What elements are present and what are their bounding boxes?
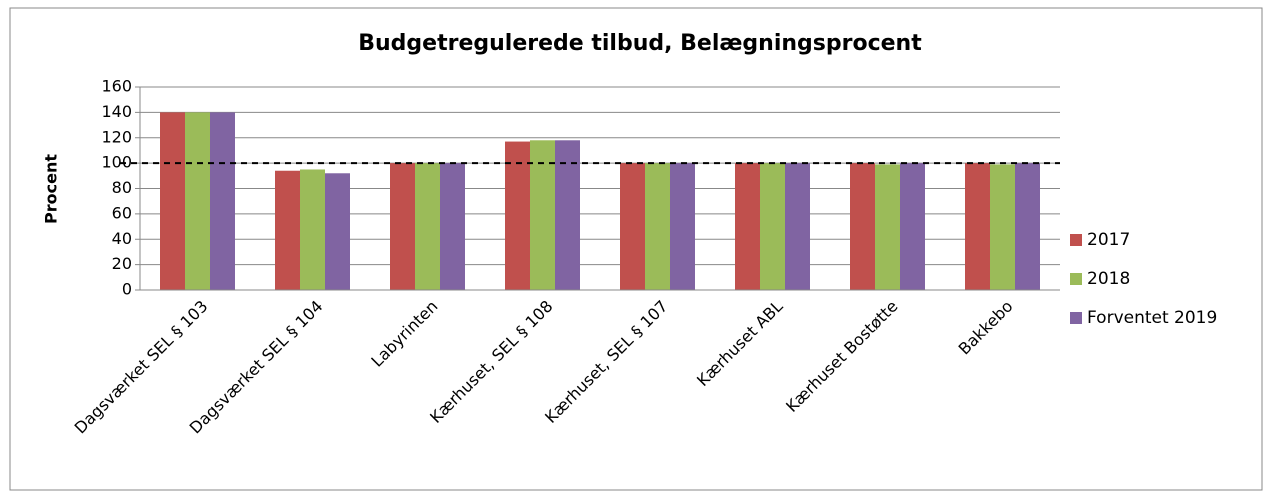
bar [645, 163, 670, 290]
y-tick-label: 60 [112, 203, 132, 222]
y-tick-label: 20 [112, 254, 132, 273]
bar [735, 163, 760, 290]
y-tick-label: 80 [112, 178, 132, 197]
legend-label: 2018 [1087, 269, 1130, 289]
bar [325, 173, 350, 290]
bar [185, 112, 210, 290]
y-tick-label: 120 [101, 127, 132, 146]
bar [160, 112, 185, 290]
legend-label: Forventet 2019 [1087, 308, 1217, 328]
bar [530, 140, 555, 290]
bar [875, 164, 900, 290]
legend-swatch [1070, 234, 1082, 246]
legend-label: 2017 [1087, 230, 1130, 250]
legend-swatch [1070, 273, 1082, 285]
bar [300, 169, 325, 290]
bar [900, 163, 925, 290]
bar [440, 163, 465, 290]
y-tick-label: 140 [101, 102, 132, 121]
bar [785, 163, 810, 290]
bar [275, 170, 300, 290]
y-tick-label: 160 [101, 77, 132, 96]
bar [1015, 163, 1040, 290]
bar [415, 163, 440, 290]
y-axis-label: Procent [42, 154, 61, 224]
bar [990, 164, 1015, 290]
bar [555, 140, 580, 290]
bar [390, 163, 415, 290]
bar [965, 163, 990, 290]
y-tick-label: 100 [101, 153, 132, 172]
bar [210, 112, 235, 290]
legend-swatch [1070, 312, 1082, 324]
chart-title: Budgetregulerede tilbud, Belægningsproce… [358, 31, 922, 56]
bar [850, 163, 875, 290]
y-tick-label: 0 [122, 280, 132, 299]
bar [670, 163, 695, 290]
y-tick-label: 40 [112, 229, 132, 248]
bar [760, 163, 785, 290]
bar [505, 141, 530, 290]
bar [620, 163, 645, 290]
